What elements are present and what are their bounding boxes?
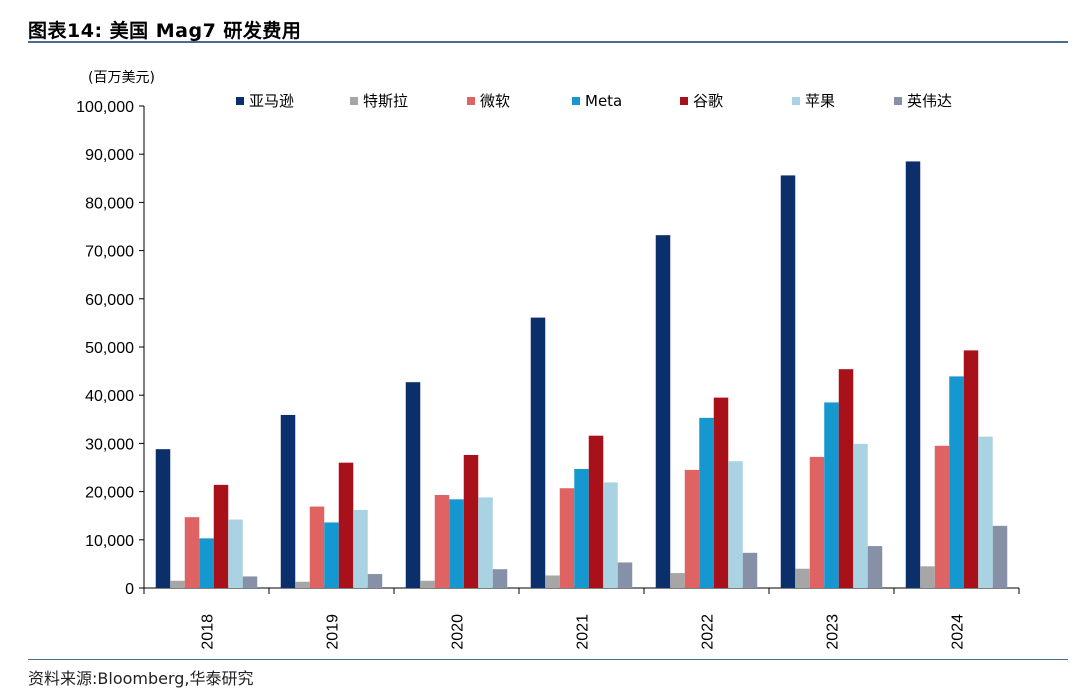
bar (684, 469, 700, 588)
bar (655, 235, 671, 588)
bar (780, 175, 796, 588)
bar (228, 519, 243, 588)
bar (742, 552, 758, 588)
legend-label: 谷歌 (693, 92, 723, 110)
bar (184, 517, 200, 588)
legend-swatch (894, 97, 902, 105)
y-tick-label: 40,000 (85, 388, 134, 405)
x-tick-label: 2024 (950, 614, 967, 650)
bar (449, 499, 464, 588)
legend-swatch (236, 97, 244, 105)
y-tick-label: 80,000 (85, 195, 134, 212)
legend-label: 苹果 (805, 92, 835, 110)
bar (809, 456, 825, 588)
bar (155, 449, 171, 588)
bar (920, 566, 935, 588)
x-tick-label: 2020 (450, 614, 467, 650)
bar (603, 482, 618, 588)
y-tick-label: 50,000 (85, 340, 134, 357)
y-tick-label: 60,000 (85, 292, 134, 309)
bar (713, 397, 729, 588)
bar (963, 350, 979, 588)
bar (824, 402, 839, 588)
bar (530, 317, 546, 588)
bar (295, 581, 310, 588)
bar (934, 445, 950, 588)
bar (367, 574, 383, 588)
footer-divider (28, 659, 1068, 660)
y-tick-label: 70,000 (85, 244, 134, 261)
y-tick-label: 30,000 (85, 436, 134, 453)
y-tick-label: 10,000 (85, 533, 134, 550)
legend-swatch (350, 97, 358, 105)
bar (574, 468, 589, 588)
title-divider (28, 41, 1068, 43)
legend-label: Meta (585, 92, 622, 110)
bar (905, 161, 921, 588)
unit-label: (百万美元) (88, 70, 155, 86)
y-tick-label: 100,000 (76, 99, 134, 116)
chart-title: 图表14: 美国 Mag7 研发费用 (28, 20, 302, 42)
bar (992, 525, 1008, 588)
bar (617, 562, 633, 588)
bar (280, 414, 296, 588)
legend-swatch (572, 97, 580, 105)
bar (867, 546, 883, 588)
bar (420, 580, 435, 588)
bar (170, 580, 185, 588)
y-tick-label: 90,000 (85, 147, 134, 164)
y-tick-label: 20,000 (85, 485, 134, 502)
bar (338, 462, 354, 588)
bar (213, 484, 229, 588)
legend-label: 微软 (480, 92, 510, 110)
bar (478, 497, 493, 588)
bar (242, 576, 258, 588)
x-tick-label: 2022 (700, 614, 717, 650)
bar (545, 575, 560, 588)
bar (588, 435, 604, 588)
legend-label: 特斯拉 (363, 92, 408, 110)
bar (463, 454, 479, 588)
y-tick-label: 0 (125, 581, 134, 598)
bar (434, 494, 450, 588)
legend-swatch (680, 97, 688, 105)
bar (324, 522, 339, 588)
bar (795, 568, 810, 588)
legend-swatch (792, 97, 800, 105)
bar (405, 382, 421, 588)
x-tick-label: 2023 (825, 614, 842, 650)
bar (699, 417, 714, 588)
x-tick-label: 2018 (200, 614, 217, 650)
bar (978, 436, 993, 588)
bar (309, 506, 325, 588)
bar (353, 509, 368, 588)
bar (853, 443, 868, 588)
legend-label: 亚马逊 (249, 92, 294, 110)
bar (838, 369, 854, 588)
x-tick-label: 2021 (575, 614, 592, 650)
bar (199, 538, 214, 588)
legend-label: 英伟达 (907, 92, 952, 110)
bar (670, 573, 685, 588)
bar (559, 488, 575, 588)
legend-swatch (467, 97, 475, 105)
source-note: 资料来源:Bloomberg,华泰研究 (28, 669, 254, 688)
bar (949, 376, 964, 588)
x-tick-label: 2019 (325, 614, 342, 650)
bar (728, 461, 743, 588)
bar (492, 569, 508, 588)
